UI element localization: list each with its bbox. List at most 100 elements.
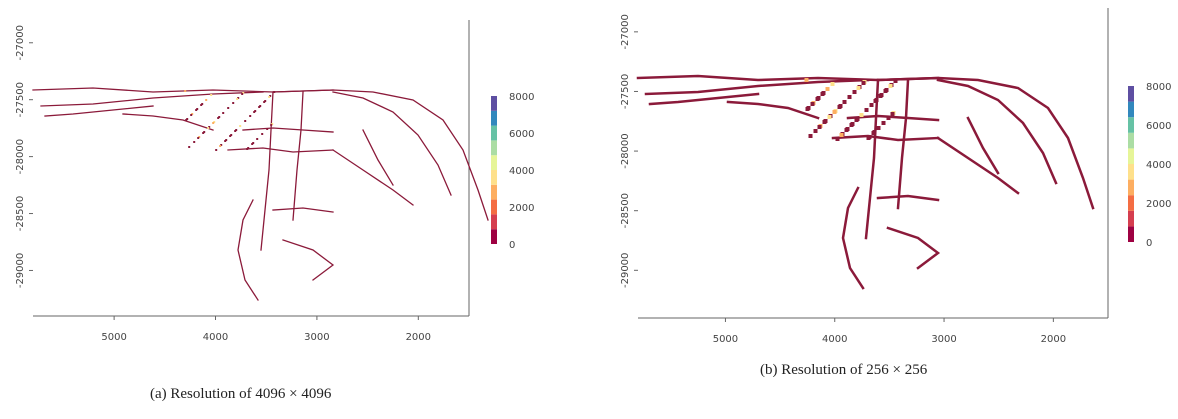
- road-segment: [242, 127, 334, 133]
- heat-cell: [876, 126, 881, 130]
- heat-cell: [270, 124, 273, 126]
- y-tick-label: -28000: [620, 133, 631, 168]
- heat-cell: [839, 133, 844, 137]
- heat-cell: [202, 132, 205, 134]
- colorbar-segment: [491, 170, 497, 185]
- y-tick-label: -28000: [15, 139, 26, 174]
- heat-cell: [215, 149, 218, 151]
- heat-cell: [886, 116, 891, 120]
- heat-cell: [268, 96, 271, 98]
- y-tick-label: -27000: [15, 25, 26, 60]
- heat-cell: [847, 95, 852, 99]
- y-tick-label: -27000: [620, 14, 631, 49]
- y-tick-label: -28500: [15, 196, 26, 231]
- heat-cell: [849, 123, 854, 127]
- heat-cell: [195, 109, 198, 111]
- heat-cell: [864, 108, 869, 112]
- road-segment: [332, 91, 452, 196]
- road-segment: [876, 76, 1095, 210]
- colorbar-tick-label: 8000: [509, 92, 534, 103]
- heat-cell: [815, 97, 820, 101]
- heat-cell: [190, 114, 193, 116]
- x-tick-label: 4000: [203, 332, 228, 343]
- road-segment: [272, 207, 334, 213]
- colorbar-tick-label: 2000: [1146, 199, 1171, 210]
- road-network: [32, 87, 489, 301]
- x-tick-label: 3000: [304, 332, 329, 343]
- heat-cell: [878, 94, 883, 98]
- heat-cell: [254, 110, 257, 112]
- road-segment: [831, 134, 940, 142]
- heat-cell: [258, 106, 261, 108]
- road-segment: [122, 113, 214, 131]
- heat-cell: [193, 141, 196, 143]
- y-tick-label: -29000: [620, 253, 631, 288]
- heat-cell: [888, 84, 893, 88]
- road-segment: [726, 100, 820, 120]
- colorbar-segment: [491, 229, 497, 244]
- heat-cell: [217, 117, 220, 119]
- heat-cell: [893, 79, 898, 83]
- road-segment: [644, 78, 870, 96]
- heat-cell: [224, 140, 227, 142]
- road-segment: [282, 239, 335, 281]
- colorbar-tick-label: 8000: [1146, 82, 1171, 93]
- y-tick-label: -27500: [620, 74, 631, 109]
- heat-cell: [263, 101, 266, 103]
- colorbar-segment: [1128, 179, 1134, 196]
- heatmap-chart-b: 5000 4000 3000 2000 -27000 -27500 -28000 -28500…: [620, 8, 1171, 345]
- heat-cell: [825, 87, 830, 91]
- heat-cell: [227, 107, 230, 109]
- road-segment: [876, 194, 940, 202]
- heat-cell: [820, 92, 825, 96]
- heat-cell: [184, 90, 187, 92]
- road-segment: [272, 89, 489, 221]
- heat-cell: [883, 89, 888, 93]
- heat-cell: [804, 78, 809, 82]
- heat-cell: [852, 90, 857, 94]
- heat-cell: [805, 107, 810, 111]
- colorbar-tick-label: 2000: [509, 203, 534, 214]
- y-tick-label: -28500: [620, 193, 631, 228]
- road-segment: [648, 92, 760, 106]
- heat-cell: [210, 94, 213, 96]
- heat-cell: [859, 113, 864, 117]
- caption-a: (a) Resolution of 4096 × 4096: [150, 386, 332, 402]
- colorbar-segment: [1128, 132, 1134, 149]
- colorbar-segment: [491, 214, 497, 230]
- heat-cell: [200, 104, 203, 106]
- heat-cell: [222, 112, 225, 114]
- colorbar-segment: [491, 110, 497, 126]
- colorbar-tick-label: 4000: [1146, 160, 1171, 171]
- heat-cell: [854, 118, 859, 122]
- x-tick-label: 2000: [406, 332, 431, 343]
- road-segment: [936, 78, 1058, 185]
- heat-cell: [244, 120, 247, 122]
- colorbar-segment: [1128, 101, 1134, 118]
- colorbar-segment: [491, 184, 497, 200]
- road-segment: [864, 78, 880, 240]
- heat-cell: [871, 131, 876, 135]
- caption-b: (b) Resolution of 256 × 256: [760, 362, 928, 378]
- colorbar-tick-label: 0: [1146, 238, 1152, 249]
- road-segment: [237, 199, 259, 301]
- heat-cell: [261, 133, 264, 135]
- heat-cell: [234, 130, 237, 132]
- heat-cell: [817, 125, 822, 129]
- colorbar-segment: [491, 155, 497, 170]
- heat-cell: [239, 125, 242, 127]
- x-tick-label: 2000: [1041, 334, 1066, 345]
- colorbar-segment: [491, 125, 497, 141]
- x-tick-label: 3000: [931, 334, 956, 345]
- road-network: [636, 74, 1095, 290]
- x-tick-label: 5000: [101, 332, 126, 343]
- heat-cell: [232, 102, 235, 104]
- heat-cell: [266, 128, 269, 130]
- x-tick-label: 4000: [822, 334, 847, 345]
- heatmap-chart-a: 5000 4000 3000 2000 -27000 -27500 -28000 -28500…: [15, 20, 534, 343]
- road-segment: [936, 136, 1020, 195]
- y-tick-label: -29000: [15, 253, 26, 288]
- road-segment: [886, 226, 941, 270]
- heat-cell: [207, 127, 210, 129]
- heat-cell: [869, 103, 874, 107]
